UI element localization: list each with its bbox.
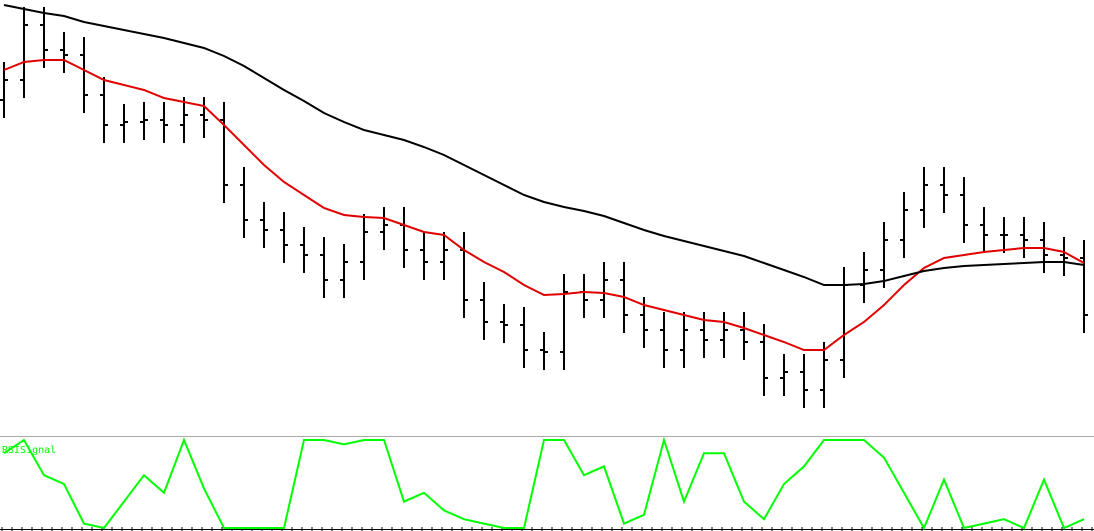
line: [3, 436, 1085, 531]
line: [3, 4, 1085, 286]
line: [3, 59, 1085, 351]
indicator-label: RSISignal: [2, 445, 56, 456]
